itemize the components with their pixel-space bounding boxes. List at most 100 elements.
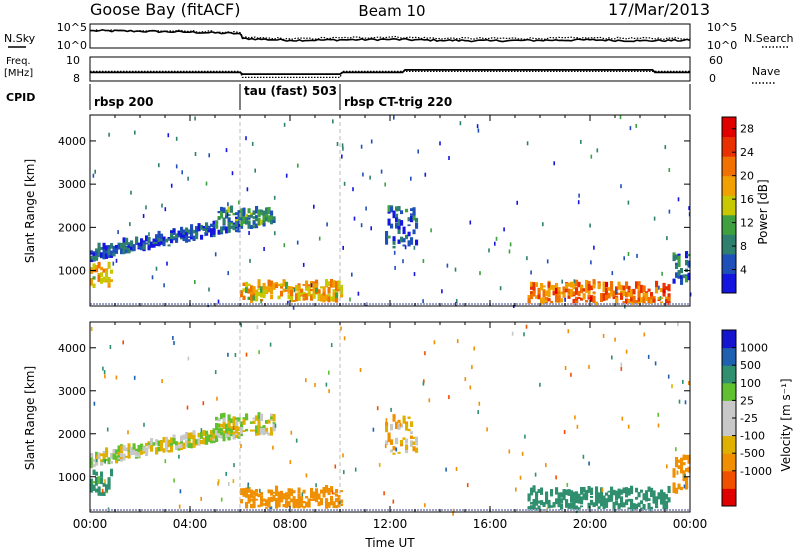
velocity-cell [575, 505, 579, 510]
velocity-cell [217, 479, 220, 484]
power-cell [227, 223, 231, 232]
velocity-cell [580, 496, 584, 499]
velocity-cell [521, 451, 524, 456]
velocity-cell [385, 418, 388, 423]
velocity-cell [402, 437, 406, 440]
velocity-cell [570, 499, 574, 503]
power-cell [410, 215, 414, 223]
power-cell [410, 208, 414, 211]
power-cell [250, 285, 254, 293]
power-cell [231, 171, 234, 176]
velocity-cell [627, 491, 631, 496]
velocity-cell [602, 333, 605, 338]
velocity-cell [307, 504, 311, 508]
velocity-cell [106, 427, 109, 432]
power-cell [577, 296, 581, 299]
velocity-cell [237, 426, 241, 432]
power-cell [360, 223, 363, 228]
power-cell [194, 152, 197, 156]
power-cell [235, 229, 239, 233]
power-cell [192, 235, 196, 241]
power-cell [120, 242, 124, 251]
power-colorbar-tick-label: 20 [740, 170, 754, 183]
velocity-cell [555, 489, 559, 495]
power-cell [635, 300, 639, 305]
velocity-cell [170, 437, 174, 444]
velocity-cell [600, 492, 604, 497]
velocity-cell [612, 492, 616, 496]
velocity-cell [104, 374, 106, 379]
power-cell [182, 237, 186, 241]
velocity-cell [566, 482, 569, 487]
velocity-cell [120, 457, 124, 460]
power-cell [535, 282, 539, 287]
time-tick-label: 16:00 [473, 517, 508, 531]
velocity-cell [227, 352, 229, 357]
power-cell [245, 217, 249, 225]
power-cell [402, 259, 404, 264]
power-cell [349, 297, 351, 302]
velocity-cell [92, 459, 96, 463]
power-cell [207, 226, 211, 233]
velocity-cell [197, 438, 201, 446]
velocity-cell [255, 492, 259, 497]
power-colorbar-swatch [722, 253, 736, 274]
power-cell [596, 148, 599, 153]
velocity-cell [222, 417, 226, 423]
power-cell [317, 289, 321, 294]
power-cell [357, 291, 360, 296]
noise-panel-frame [89, 23, 691, 49]
power-cell [232, 212, 236, 216]
velocity-cell [652, 490, 656, 498]
velocity-cell [90, 484, 94, 489]
power-cell [320, 286, 324, 289]
velocity-cell [572, 496, 576, 505]
velocity-cell [155, 447, 159, 454]
velocity-cell [110, 461, 114, 464]
power-cell [277, 283, 281, 286]
velocity-cell [642, 493, 646, 501]
power-cell [526, 256, 528, 261]
velocity-cell [582, 493, 586, 500]
velocity-cell [405, 438, 409, 444]
power-cell [557, 291, 561, 295]
power-cell [192, 229, 196, 234]
power-cell [610, 289, 614, 297]
velocity-cell [97, 486, 101, 492]
velocity-cell [575, 497, 579, 501]
velocity-cell [222, 423, 226, 429]
velocity-cell [547, 504, 551, 509]
velocity-cell [270, 416, 274, 420]
velocity-colorbar-swatch [722, 470, 736, 489]
power-cell [547, 294, 551, 298]
power-cell [273, 195, 276, 200]
velocity-cell [178, 504, 181, 509]
power-cell [532, 290, 536, 297]
power-cell [575, 287, 579, 295]
power-cell [292, 287, 296, 290]
velocity-cell [567, 489, 571, 493]
power-cell [312, 283, 316, 287]
velocity-cell [90, 327, 93, 331]
freq-left-tick-top: 10 [66, 54, 80, 67]
power-cell [252, 225, 256, 229]
velocity-cell [216, 396, 218, 401]
velocity-cell [424, 351, 426, 356]
velocity-cell [335, 498, 339, 503]
power-cell [145, 235, 149, 242]
power-cell [622, 301, 626, 305]
velocity-cell [312, 491, 316, 499]
velocity-cell [127, 430, 129, 435]
power-cell [100, 266, 104, 271]
power-cell [102, 278, 106, 282]
velocity-cell [335, 505, 339, 509]
velocity-cell [205, 439, 209, 445]
velocity-cell [200, 431, 204, 439]
velocity-cell [412, 436, 416, 439]
velocity-cell [242, 430, 246, 432]
velocity-cell [272, 445, 274, 450]
velocity-cell [228, 482, 230, 486]
power-cell [255, 206, 259, 214]
velocity-cell [277, 493, 281, 501]
velocity-cell [135, 450, 139, 457]
